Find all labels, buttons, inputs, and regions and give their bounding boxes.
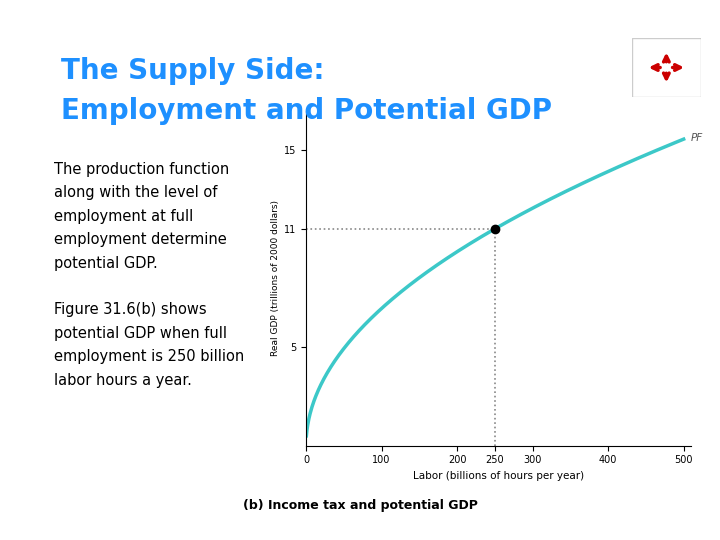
Y-axis label: Real GDP (trillions of 2000 dollars): Real GDP (trillions of 2000 dollars) bbox=[271, 200, 280, 356]
Text: (b) Income tax and potential GDP: (b) Income tax and potential GDP bbox=[243, 500, 477, 512]
Text: Figure 31.6(b) shows
potential GDP when full
employment is 250 billion
labor hou: Figure 31.6(b) shows potential GDP when … bbox=[54, 302, 244, 388]
Text: The production function
along with the level of
employment at full
employment de: The production function along with the l… bbox=[54, 162, 229, 271]
Text: The Supply Side:: The Supply Side: bbox=[61, 57, 325, 85]
Text: Employment and Potential GDP: Employment and Potential GDP bbox=[61, 97, 552, 125]
Text: PF: PF bbox=[691, 133, 703, 143]
X-axis label: Labor (billions of hours per year): Labor (billions of hours per year) bbox=[413, 471, 584, 481]
